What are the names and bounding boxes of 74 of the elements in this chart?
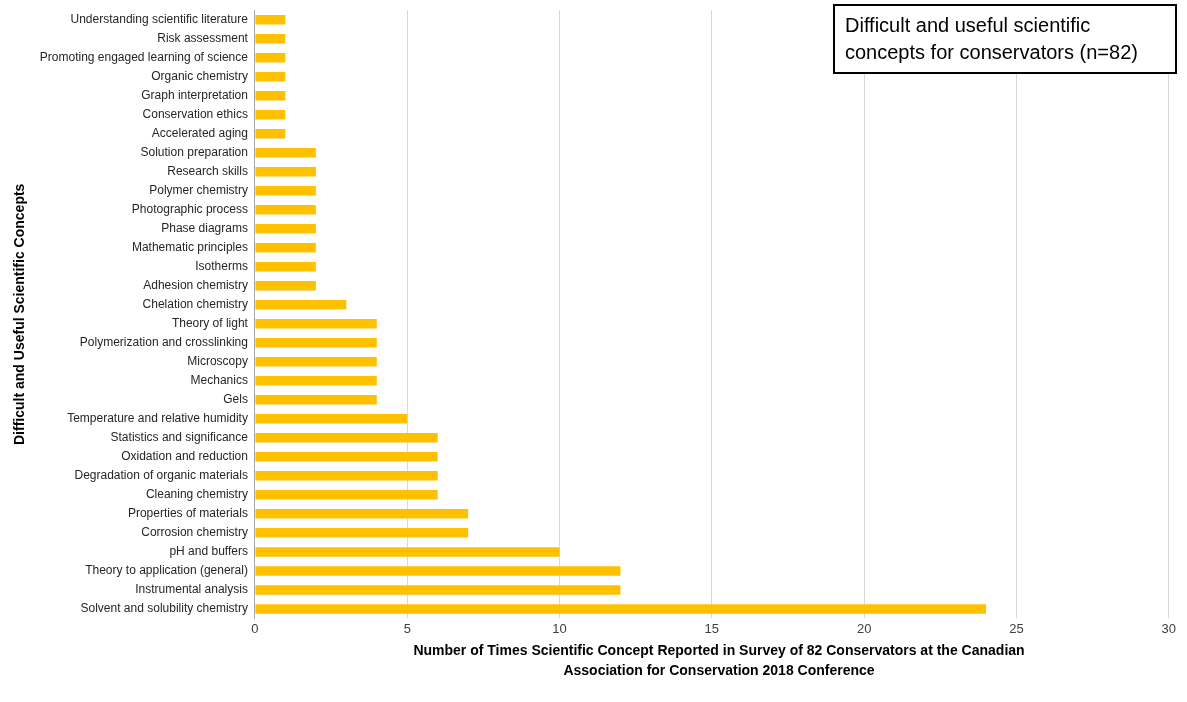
bar — [255, 167, 316, 177]
y-tick-label: Degradation of organic materials — [74, 468, 248, 483]
bar — [255, 71, 286, 82]
y-tick-label: Graph interpretation — [141, 88, 248, 103]
y-tick-label: Polymer chemistry — [149, 183, 248, 198]
x-tick-label: 20 — [856, 620, 872, 636]
x-tick-label: 25 — [1009, 620, 1024, 636]
bar — [255, 262, 316, 272]
bar — [255, 109, 286, 120]
y-tick-label: Cleaning chemistry — [145, 487, 248, 502]
bar — [255, 90, 286, 101]
x-tick-label: 0 — [251, 620, 259, 636]
bar — [255, 338, 377, 348]
bar — [255, 414, 408, 424]
bar — [255, 509, 469, 519]
text: Difficult and useful scientific concepts for conservators (n=82) — [833, 4, 1177, 74]
bar — [255, 14, 286, 25]
bar — [255, 547, 560, 557]
y-tick-label: Corrosion chemistry — [141, 525, 248, 540]
bar — [255, 128, 286, 139]
y-tick-label: Theory of light — [171, 316, 249, 331]
y-tick-label: Oxidation and reduction — [121, 449, 248, 464]
bar — [255, 357, 377, 367]
y-tick-label: Risk assessment — [157, 31, 249, 46]
bar — [255, 528, 469, 538]
y-tick-label: Solution preparation — [140, 145, 248, 160]
bar — [255, 300, 347, 310]
y-tick-label: Conservation ethics — [142, 107, 248, 122]
y-tick-label: Accelerated aging — [151, 126, 248, 141]
bar — [255, 52, 286, 63]
bar — [255, 376, 377, 386]
bar — [255, 604, 986, 614]
bar — [255, 186, 316, 196]
y-tick-label: Mathematic principles — [131, 240, 248, 255]
y-tick-label: Photographic process — [131, 202, 248, 217]
bar — [255, 471, 438, 481]
y-tick-label: Instrumental analysis — [135, 582, 248, 597]
y-tick-label: Adhesion chemistry — [143, 278, 248, 293]
bar — [255, 281, 316, 291]
bar — [255, 585, 621, 595]
y-tick-label: Solvent and solubility chemistry — [80, 601, 248, 616]
y-axis-title: Difficult and Useful Scientific Concepts — [11, 183, 28, 445]
y-tick-label: Understanding scientific literature — [70, 12, 249, 27]
bar — [255, 452, 438, 462]
bar — [255, 319, 377, 329]
y-tick-label: Statistics and significance — [110, 430, 249, 445]
y-tick-label: Promoting engaged learning of science — [39, 50, 249, 65]
bar — [255, 490, 438, 500]
y-tick-label: Theory to application (general) — [85, 563, 248, 578]
x-tick-label: 30 — [1161, 620, 1176, 636]
y-tick-label: Gels — [223, 392, 248, 407]
y-tick-label: Research skills — [167, 164, 248, 179]
y-tick-label: Phase diagrams — [161, 221, 248, 236]
bar — [255, 243, 316, 253]
y-tick-label: Temperature and relative humidity — [67, 411, 248, 426]
bar — [255, 148, 316, 158]
bar — [255, 33, 286, 44]
bar — [255, 395, 377, 405]
bar — [255, 433, 438, 443]
x-axis-title: Number of Times Scientific Concept Reported in Survey of 82 Conservators at the Canadian Association for Conservation 2018 Conference — [412, 641, 1026, 680]
bar — [255, 566, 621, 576]
y-tick-label: Organic chemistry — [151, 69, 248, 84]
y-tick-label: Polymerization and crosslinking — [79, 335, 248, 350]
y-tick-label: Microscopy — [187, 354, 248, 369]
y-tick-label: Properties of materials — [127, 506, 248, 521]
bar — [255, 205, 316, 215]
x-tick-label: 10 — [552, 620, 567, 636]
y-tick-label: pH and buffers — [169, 544, 248, 559]
y-tick-label: Mechanics — [190, 373, 248, 388]
x-tick-label: 15 — [704, 620, 720, 636]
y-tick-label: Chelation chemistry — [142, 297, 248, 312]
y-tick-label: Isotherms — [195, 259, 248, 274]
bar — [255, 224, 316, 234]
x-tick-label: 5 — [403, 620, 411, 636]
